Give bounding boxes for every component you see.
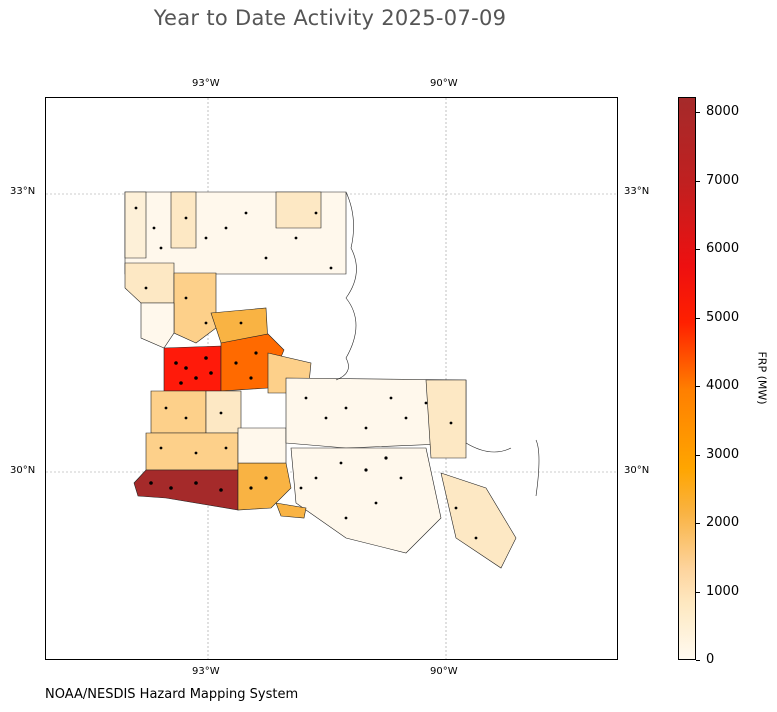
colorbar-label: FRP (MW): [755, 351, 769, 405]
colorbar-tickmark: [696, 592, 700, 593]
colorbar-tick-label: 5000: [706, 310, 740, 325]
colorbar-tickmark: [696, 523, 700, 524]
parish-vernon: [163, 345, 222, 392]
colorbar-tick-label: 6000: [706, 241, 740, 256]
parish-plaquemines: [440, 472, 517, 569]
colorbar-tickmark: [696, 318, 700, 319]
colorbar-tick-label: 4000: [706, 378, 740, 393]
colorbar-tick-label: 0: [706, 652, 715, 667]
parish-beauregard: [150, 390, 207, 434]
parish-allen: [205, 390, 242, 434]
parish-sabine: [140, 302, 175, 349]
lon-tick-top-93w: 93°W: [192, 78, 220, 89]
parish-natchitoches: [173, 272, 217, 344]
colorbar-tick-label: 3000: [706, 447, 740, 462]
parish-east-block: [285, 377, 467, 449]
colorbar-gradient: [678, 97, 696, 660]
lat-tick-right-30n: 30°N: [624, 465, 650, 476]
colorbar-tick-label: 1000: [706, 584, 740, 599]
colorbar-tickmark: [696, 112, 700, 113]
colorbar: [678, 97, 696, 660]
lon-tick-bottom-93w: 93°W: [192, 666, 220, 677]
parish-south-central: [290, 447, 442, 554]
colorbar-tickmark: [696, 181, 700, 182]
parish-polygons: [124, 191, 517, 569]
river-outline: [335, 191, 540, 497]
colorbar-tickmark: [696, 455, 700, 456]
parish-acadia: [237, 427, 287, 464]
lat-tick-left-30n: 30°N: [10, 465, 36, 476]
parish-calcasieu: [145, 432, 239, 471]
fire-detections: [134, 206, 478, 540]
parish-vermilion: [237, 462, 292, 511]
colorbar-tickmark: [696, 660, 700, 661]
colorbar-tickmark: [696, 249, 700, 250]
parish-union: [275, 191, 322, 229]
parish-claiborne: [170, 191, 197, 249]
parish-caddo: [124, 191, 147, 259]
colorbar-tick-label: 2000: [706, 515, 740, 530]
parish-iberia-coast: [275, 502, 307, 519]
colorbar-tick-label: 8000: [706, 104, 740, 119]
lat-tick-left-33n: 33°N: [10, 186, 36, 197]
map-title: Year to Date Activity 2025-07-09: [153, 6, 507, 30]
parish-st-tammany: [425, 379, 467, 459]
parish-desoto: [124, 262, 175, 304]
lon-tick-top-90w: 90°W: [430, 78, 458, 89]
louisiana-map: [46, 98, 617, 659]
colorbar-tick-label: 7000: [706, 173, 740, 188]
credit-text: NOAA/NESDIS Hazard Mapping System: [45, 687, 299, 702]
colorbar-tickmark: [696, 386, 700, 387]
map-panel: [45, 97, 618, 660]
lon-tick-bottom-90w: 90°W: [430, 666, 458, 677]
lat-tick-right-33n: 33°N: [624, 186, 650, 197]
